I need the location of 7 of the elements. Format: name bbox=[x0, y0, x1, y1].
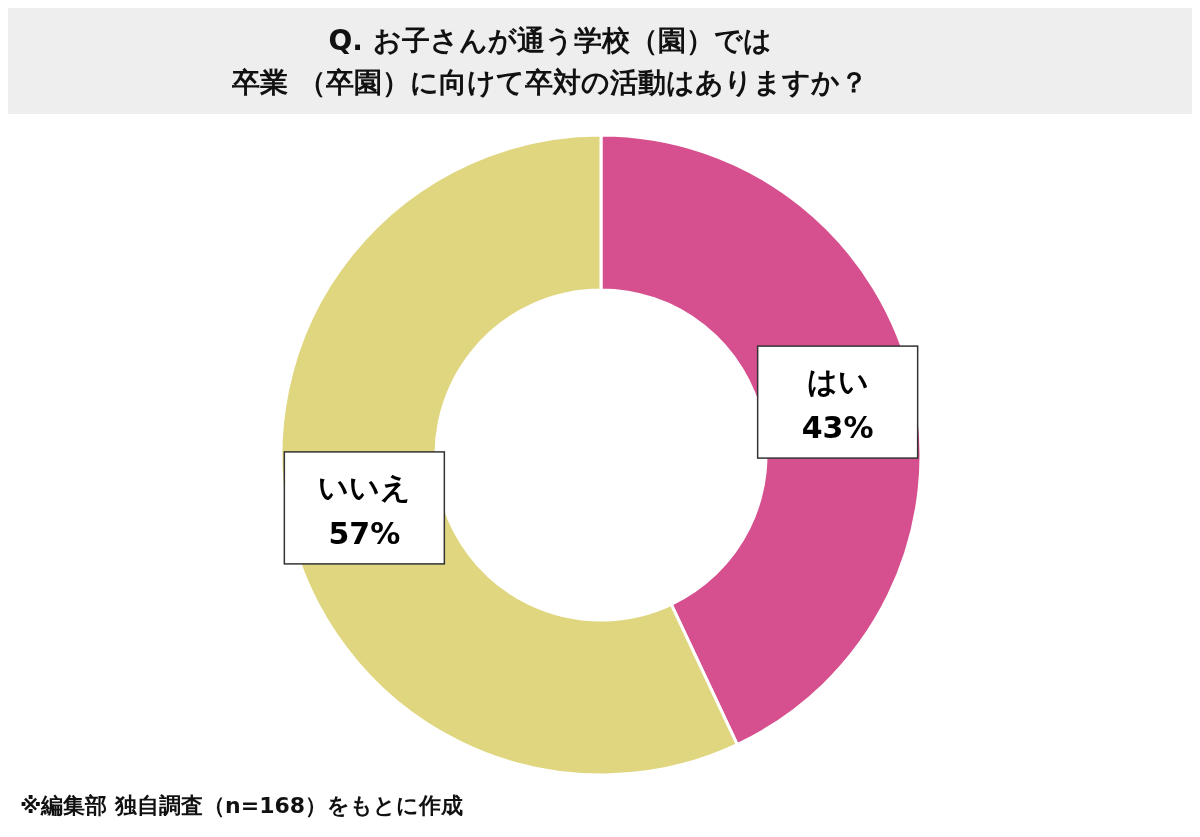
slice-label: いいえ bbox=[317, 469, 411, 505]
data-label: 57% bbox=[328, 515, 401, 551]
slice-label: はい bbox=[806, 364, 869, 400]
data-label: 43% bbox=[801, 410, 874, 446]
chart-subtitle: 卒業 （卒園）に向けて卒対の活動はありますか？ bbox=[231, 66, 868, 99]
text: ※編集部 独自調査（n=168）をもとに作成 bbox=[20, 793, 464, 818]
chart-title: Q. お子さんが通う学校（園）では bbox=[328, 24, 772, 57]
